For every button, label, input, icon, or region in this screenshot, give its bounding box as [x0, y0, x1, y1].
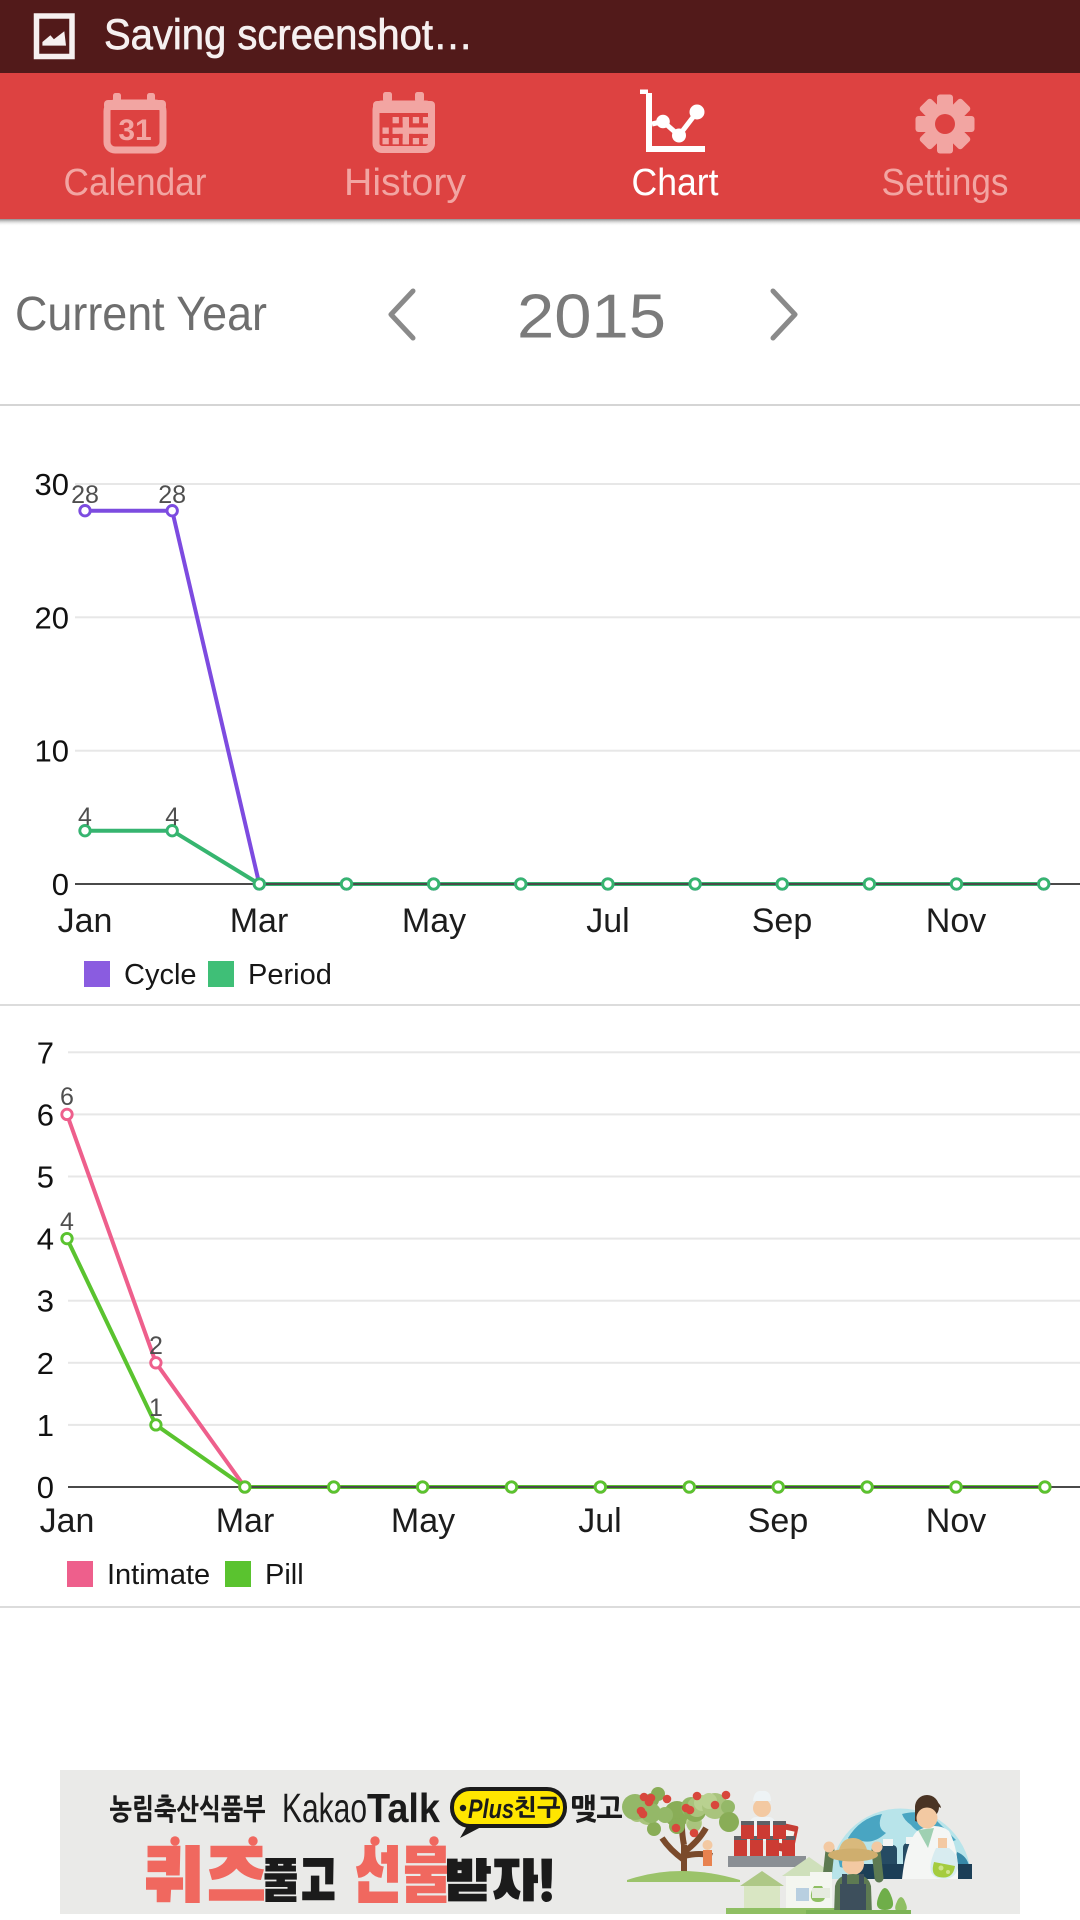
svg-text:3: 3 [37, 1284, 54, 1319]
svg-text:1: 1 [37, 1408, 54, 1443]
svg-text:Plus: Plus [468, 1794, 514, 1824]
svg-text:Intimate: Intimate [107, 1559, 210, 1591]
svg-text:Jan: Jan [58, 902, 113, 940]
svg-text:Settings: Settings [882, 162, 1009, 204]
svg-text:Saving screenshot…: Saving screenshot… [104, 11, 473, 59]
svg-text:Pill: Pill [265, 1559, 304, 1591]
svg-text:2015: 2015 [517, 283, 666, 352]
svg-text:4: 4 [37, 1222, 54, 1257]
svg-text:Jan: Jan [40, 1502, 95, 1540]
svg-text:20: 20 [35, 600, 69, 635]
svg-text:4: 4 [165, 803, 179, 831]
svg-text:2: 2 [37, 1346, 54, 1381]
svg-text:4: 4 [60, 1208, 74, 1236]
svg-text:31: 31 [118, 114, 151, 147]
svg-text:Jul: Jul [586, 902, 629, 940]
svg-text:30: 30 [35, 467, 69, 502]
svg-text:2: 2 [149, 1332, 163, 1360]
svg-text:Nov: Nov [926, 902, 986, 940]
svg-text:28: 28 [158, 481, 186, 509]
svg-text:May: May [402, 902, 466, 940]
svg-text:7: 7 [37, 1035, 54, 1070]
svg-text:Talk: Talk [367, 1785, 440, 1831]
svg-text:Period: Period [248, 959, 332, 991]
svg-text:Cycle: Cycle [124, 959, 197, 991]
svg-text:4: 4 [78, 803, 92, 831]
svg-text:5: 5 [37, 1160, 54, 1195]
svg-text:Chart: Chart [632, 162, 719, 204]
svg-text:May: May [391, 1502, 455, 1540]
svg-text:Calendar: Calendar [64, 162, 207, 204]
svg-text:Current Year: Current Year [15, 287, 267, 341]
svg-text:28: 28 [71, 481, 99, 509]
svg-text:Kakao: Kakao [282, 1785, 367, 1831]
svg-text:Jul: Jul [578, 1502, 621, 1540]
svg-text:6: 6 [60, 1083, 74, 1111]
svg-text:1: 1 [149, 1394, 163, 1422]
svg-text:0: 0 [37, 1470, 54, 1505]
svg-text:Mar: Mar [216, 1502, 275, 1540]
svg-text:6: 6 [37, 1097, 54, 1132]
svg-text:Nov: Nov [926, 1502, 986, 1540]
svg-text:0: 0 [52, 867, 69, 902]
svg-text:History: History [344, 162, 466, 204]
svg-text:Sep: Sep [748, 1502, 809, 1540]
svg-text:Mar: Mar [230, 902, 289, 940]
svg-text:Sep: Sep [752, 902, 813, 940]
svg-text:10: 10 [35, 734, 69, 769]
